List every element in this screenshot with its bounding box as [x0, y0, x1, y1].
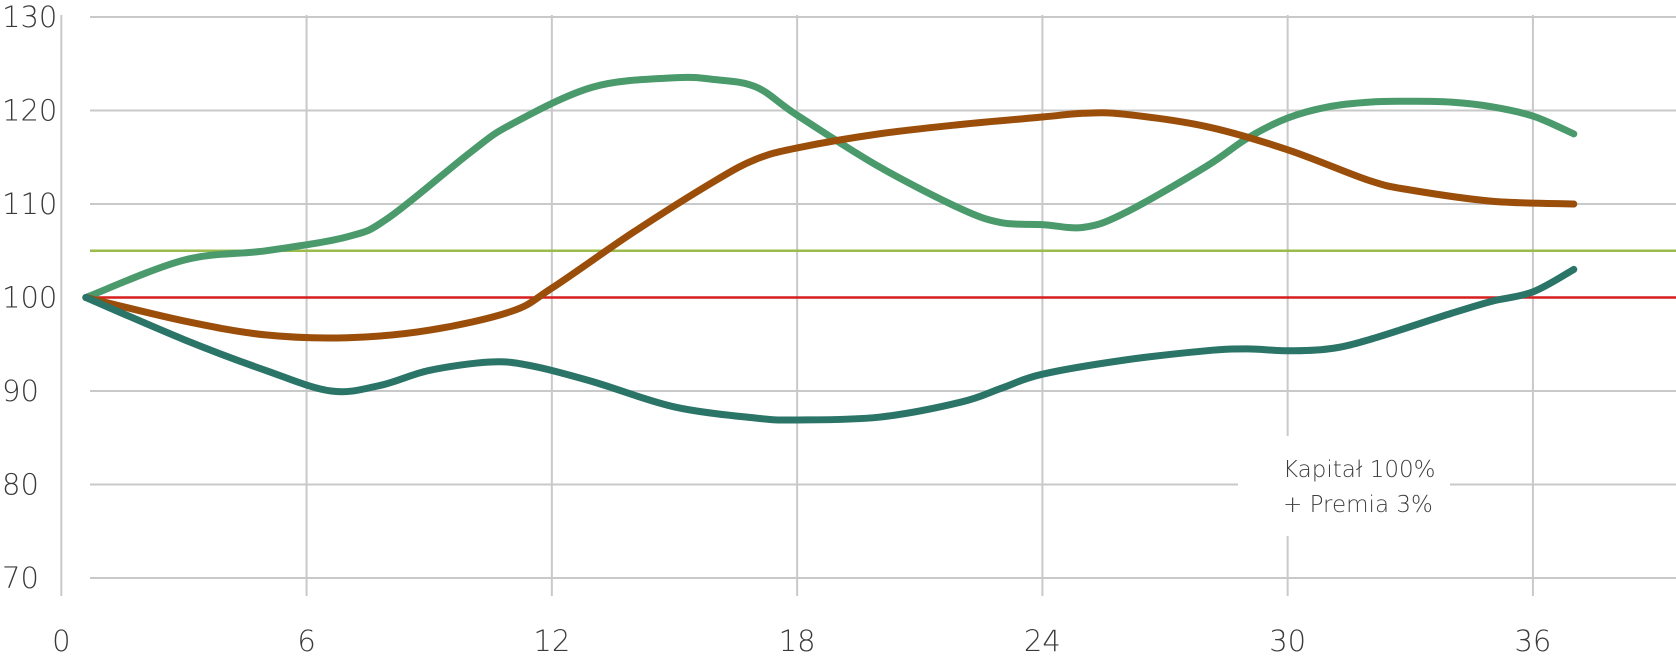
y-tick-label: 100 — [2, 281, 57, 315]
annotation: Kapitał 100% + Premia 3% — [1238, 436, 1450, 536]
x-tick-label: 12 — [533, 624, 570, 658]
series-line-2 — [82, 109, 1578, 342]
y-tick-label: 80 — [2, 468, 39, 502]
annotation-line-1: Kapitał 100% — [1283, 457, 1435, 483]
y-tick-label: 90 — [2, 374, 39, 408]
x-tick-label: 24 — [1024, 624, 1061, 658]
y-tick-label: 130 — [2, 0, 57, 34]
series-lines — [82, 73, 1578, 424]
y-tick-label: 120 — [2, 94, 57, 128]
axis-tick-labels: 70 80 90 100 110 120 130 0 6 12 18 24 30 36 — [2, 0, 1551, 658]
y-tick-label: 70 — [2, 561, 39, 595]
x-tick-label: 6 — [297, 624, 315, 658]
x-tick-label: 0 — [52, 624, 70, 658]
series-line-1 — [82, 73, 1578, 301]
x-tick-label: 36 — [1514, 624, 1551, 658]
annotation-box — [1238, 436, 1450, 536]
x-tick-label: 30 — [1269, 624, 1306, 658]
reference-lines — [90, 249, 1676, 299]
series-line-3 — [82, 265, 1578, 424]
y-tick-label: 110 — [2, 187, 57, 221]
x-tick-label: 18 — [779, 624, 816, 658]
annotation-line-2: + Premia 3% — [1283, 492, 1433, 518]
